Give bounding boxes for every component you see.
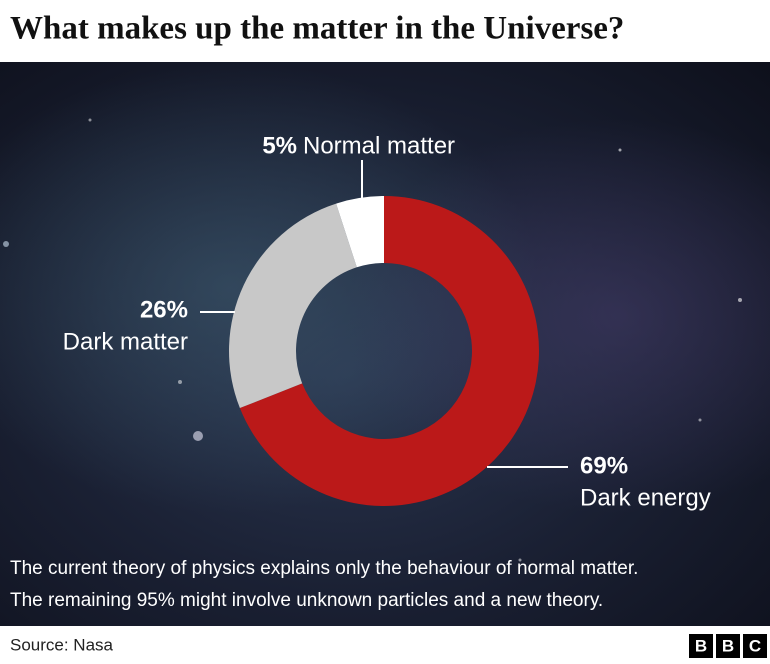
category-label: Normal matter — [303, 132, 455, 159]
chart-title: What makes up the matter in the Universe… — [10, 11, 624, 47]
logo-letter: B — [695, 636, 707, 655]
source: Source: Nasa — [10, 635, 114, 654]
value-label: 69% — [580, 452, 628, 479]
annotation: The remaining 95% might involve unknown … — [10, 590, 603, 611]
annotation: The current theory of physics explains o… — [10, 558, 638, 579]
donut: 69% Dark energy 26% Dark matter 5% Normal mat… — [63, 132, 711, 511]
donut-slice — [229, 203, 357, 409]
logo: B B C — [689, 634, 767, 658]
donut-slice — [239, 196, 539, 506]
category-label: Dark matter — [63, 328, 188, 355]
donut-slice — [336, 196, 384, 268]
value-label: 5% — [262, 132, 297, 159]
space-background — [0, 62, 770, 626]
category-label: Dark energy — [580, 484, 711, 511]
logo-letter: B — [722, 636, 734, 655]
logo-letter: C — [749, 636, 761, 655]
value-label: 26% — [140, 296, 188, 323]
